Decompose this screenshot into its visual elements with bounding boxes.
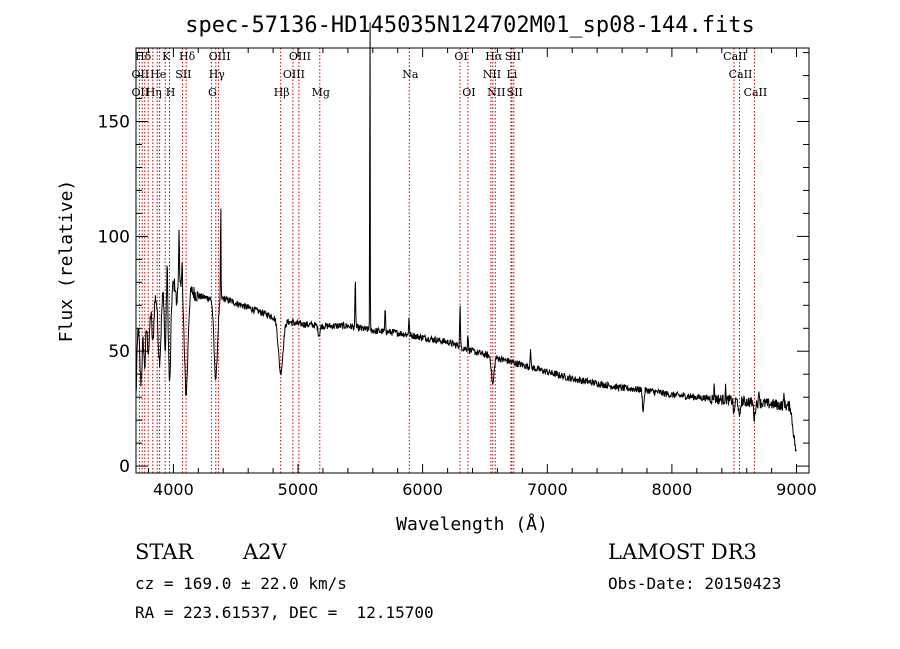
line-label: CaII [744,86,768,99]
axis-ticks: 4000 5000 6000 7000 8000 9000 0 50 100 150 [98,48,817,499]
line-label: OI [454,50,467,63]
spectrum-chart: spec-57136-HD145035N124702M01_sp08-144.f… [56,13,817,535]
redshift-text: cz = 169.0 ± 22.0 km/s [135,574,347,593]
coordinates: RA = 223.61537, DEC = 12.15700 [135,603,434,622]
chart-title: spec-57136-HD145035N124702M01_sp08-144.f… [185,13,755,38]
plot-frame [135,47,810,474]
line-label: CaII [723,50,747,63]
x-tick-label: 5000 [278,480,319,499]
line-label: Hβ [274,86,290,99]
y-tick-label: 150 [98,113,130,133]
line-label: Mg [312,86,330,99]
line-label: Hδ [135,50,152,63]
emission-line-markers [138,48,755,473]
y-tick-label: 100 [98,227,130,247]
survey-name: LAMOST DR3 [608,540,757,564]
x-axis-label: Wavelength (Å) [396,513,548,535]
x-tick-label: 7000 [527,480,568,499]
y-tick-label: 50 [108,342,130,362]
x-tick-label: 6000 [402,480,443,499]
x-tick-label: 8000 [652,480,693,499]
line-label: SII [175,68,191,81]
line-label: CaII [729,68,753,81]
line-label: Hα [485,50,503,63]
line-label: OIII [283,68,305,81]
line-label: H [166,86,176,99]
y-tick-label: 0 [119,457,130,477]
x-tick-label: 9000 [776,480,817,499]
object-class: STAR [135,540,194,564]
obs-date: Obs-Date: 20150423 [608,574,782,593]
object-subclass: A2V [243,540,287,564]
line-label: Li [506,68,517,81]
line-label: NII [487,86,505,99]
line-label: OI [462,86,475,99]
x-tick-label: 4000 [153,480,194,499]
line-label: OIII [289,50,311,63]
line-label: NII [483,68,501,81]
spectrum-line [135,22,797,452]
line-label: G [208,86,217,99]
line-label: OII [132,68,150,81]
line-label: SII [507,86,523,99]
line-label: He [150,68,166,81]
line-label: K [162,50,171,63]
y-axis-label: Flux (relative) [56,180,77,343]
line-label: Hγ [209,68,226,81]
line-label: Na [402,68,419,81]
line-label: Hη [146,86,162,99]
line-label: SII [505,50,521,63]
line-label: Hδ [179,50,196,63]
line-label: OIII [209,50,231,63]
